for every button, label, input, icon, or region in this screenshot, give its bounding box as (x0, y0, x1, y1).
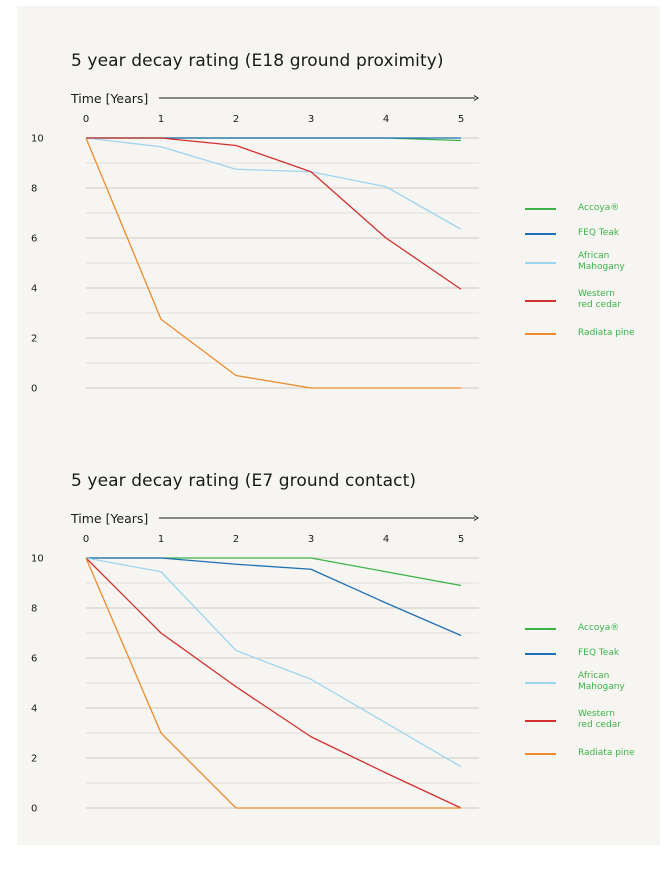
legend-label: Western red cedar (578, 289, 622, 310)
chart-e7-ground-contact: 5 year decay rating (E7 ground contact) … (17, 426, 660, 846)
legend-swatch (525, 628, 556, 630)
series-line-accoya (86, 557, 462, 587)
legend-swatch (525, 653, 556, 655)
x-axis-label: Time [Years] (71, 91, 149, 106)
y-tick-label: 6 (31, 234, 37, 245)
x-tick-label: 4 (383, 534, 389, 545)
legend-label: FEQ Teak (578, 228, 620, 238)
series-line-radiata-pine (85, 557, 461, 809)
line-chart-plot: 0 2 4 6 8 10 0 1 2 3 4 5 (31, 95, 479, 395)
y-tick-label: 6 (31, 654, 37, 665)
series-line-radiata-pine (85, 137, 461, 389)
legend-swatch (525, 720, 556, 722)
y-tick-label: 10 (31, 134, 44, 145)
legend-label: Western red cedar (578, 709, 622, 730)
legend-swatch (525, 262, 556, 264)
y-tick-label: 0 (31, 804, 37, 815)
legend-swatch (525, 300, 556, 302)
x-tick-label: 0 (83, 114, 89, 125)
y-tick-label: 2 (31, 334, 37, 345)
x-tick-label: 3 (308, 114, 314, 125)
series-line-western-red-cedar (86, 137, 462, 290)
x-tick-label: 1 (158, 114, 164, 125)
series-line-african-mahogany (85, 557, 462, 768)
legend-label: FEQ Teak (578, 648, 620, 658)
y-tick-label: 0 (31, 384, 37, 395)
line-chart-plot: 0 2 4 6 8 10 0 1 2 3 4 5 (31, 515, 479, 815)
chart-title: 5 year decay rating (E18 ground proximit… (71, 51, 444, 71)
legend-label: African Mahogany (578, 251, 625, 272)
legend-label: African Mahogany (578, 671, 625, 692)
y-tick-label: 10 (31, 554, 44, 565)
x-tick-label: 0 (83, 534, 89, 545)
y-tick-label: 2 (31, 754, 37, 765)
x-axis-arrowhead (473, 515, 479, 521)
x-tick-label: 1 (158, 534, 164, 545)
legend-swatch (525, 682, 556, 684)
x-tick-label: 2 (233, 534, 239, 545)
legend-label: Radiata pine (578, 748, 635, 758)
legend-label: Accoya® (578, 203, 620, 213)
x-tick-label: 5 (458, 114, 464, 125)
legend-swatch (525, 333, 556, 335)
chart-e18-ground-proximity: 5 year decay rating (E18 ground proximit… (17, 6, 660, 426)
x-tick-label: 3 (308, 534, 314, 545)
legend-swatch (525, 208, 556, 210)
y-tick-label: 4 (31, 704, 37, 715)
legend-label: Accoya® (578, 623, 620, 633)
y-tick-label: 8 (31, 604, 37, 615)
x-axis-label: Time [Years] (71, 511, 149, 526)
y-tick-label: 8 (31, 184, 37, 195)
series-line-african-mahogany (85, 137, 462, 230)
chart-title: 5 year decay rating (E7 ground contact) (71, 471, 417, 491)
x-tick-label: 2 (233, 114, 239, 125)
x-tick-label: 5 (458, 534, 464, 545)
legend-label: Radiata pine (578, 328, 635, 338)
decay-rating-page: 5 year decay rating (E18 ground proximit… (17, 6, 660, 845)
y-tick-label: 4 (31, 284, 37, 295)
x-tick-label: 4 (383, 114, 389, 125)
legend-swatch (525, 233, 556, 235)
x-axis-arrowhead (473, 95, 479, 101)
series-line-feq-teak (86, 557, 462, 637)
series-line-western-red-cedar (85, 557, 462, 809)
legend-swatch (525, 753, 556, 755)
